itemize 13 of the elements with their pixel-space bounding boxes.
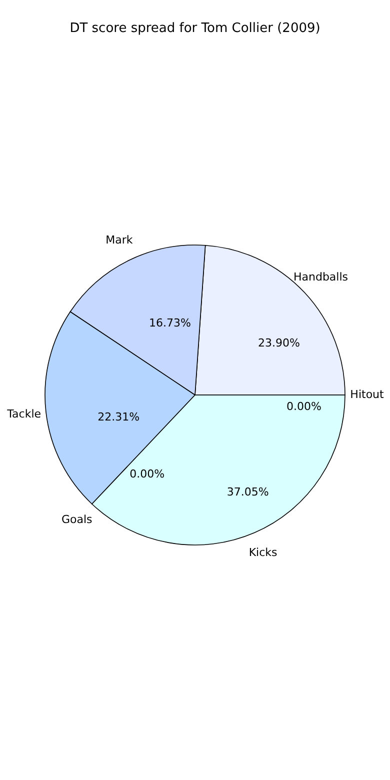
slice-label: Handballs	[293, 270, 348, 284]
data-label: 37.05%	[226, 485, 269, 498]
category-label: Hitout	[350, 388, 384, 401]
data-label: 23.90%	[258, 336, 300, 350]
slice-label: Tackle	[6, 407, 42, 420]
slice-label: Mark	[106, 234, 134, 247]
slice-label: Kicks	[248, 546, 278, 559]
data-label: 22.31%	[98, 410, 140, 424]
category-label: Goals	[61, 512, 92, 526]
text: 0.00%	[286, 400, 322, 413]
chart-title: DT score spread for Tom Collier (2009)	[70, 21, 320, 36]
data-label: 16.73%	[149, 316, 191, 330]
text: 0.00%	[130, 468, 165, 481]
